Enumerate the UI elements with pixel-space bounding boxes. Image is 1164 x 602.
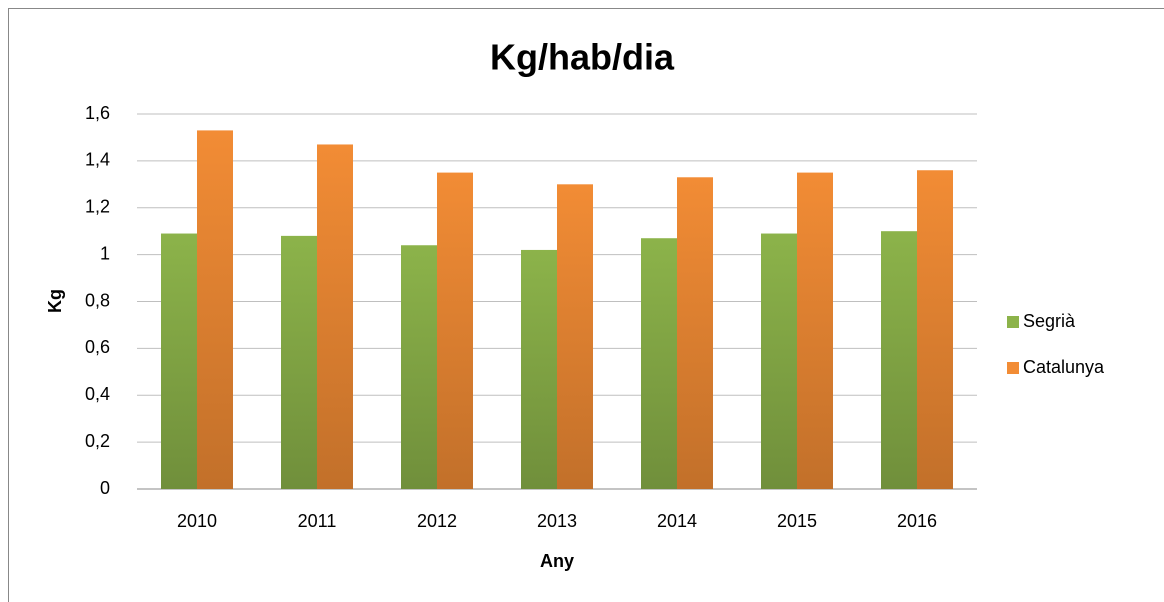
chart-title: Kg/hab/dia [490,37,675,78]
bar [437,172,473,489]
bar [161,233,197,489]
bar [557,184,593,489]
bar [521,249,557,489]
y-tick-label: 1,2 [85,197,110,217]
legend-swatch [1007,362,1019,374]
bar [761,233,797,489]
bar [797,172,833,489]
y-tick-label: 0,4 [85,384,110,404]
legend-swatch [1007,316,1019,328]
x-tick-label: 2012 [417,511,457,531]
bar [197,130,233,489]
y-tick-label: 0,2 [85,431,110,451]
y-tick-label: 0,8 [85,290,110,310]
x-tick-label: 2010 [177,511,217,531]
bar [641,238,677,489]
x-tick-label: 2016 [897,511,937,531]
x-tick-label: 2015 [777,511,817,531]
bar [281,235,317,489]
y-tick-label: 1,6 [85,103,110,123]
legend-label: Catalunya [1023,357,1105,377]
bar [917,170,953,489]
y-axis-label: Kg [45,289,65,313]
x-tick-label: 2014 [657,511,697,531]
y-tick-label: 1,4 [85,150,110,170]
x-tick-label: 2011 [298,511,337,531]
bar [317,144,353,489]
x-tick-label: 2013 [537,511,577,531]
bar [401,245,437,489]
legend-label: Segrià [1023,311,1076,331]
bar [881,231,917,489]
y-tick-label: 0,6 [85,337,110,357]
y-tick-label: 0 [100,478,110,498]
y-tick-label: 1 [100,243,110,263]
bar [677,177,713,489]
x-axis-label: Any [540,551,574,571]
